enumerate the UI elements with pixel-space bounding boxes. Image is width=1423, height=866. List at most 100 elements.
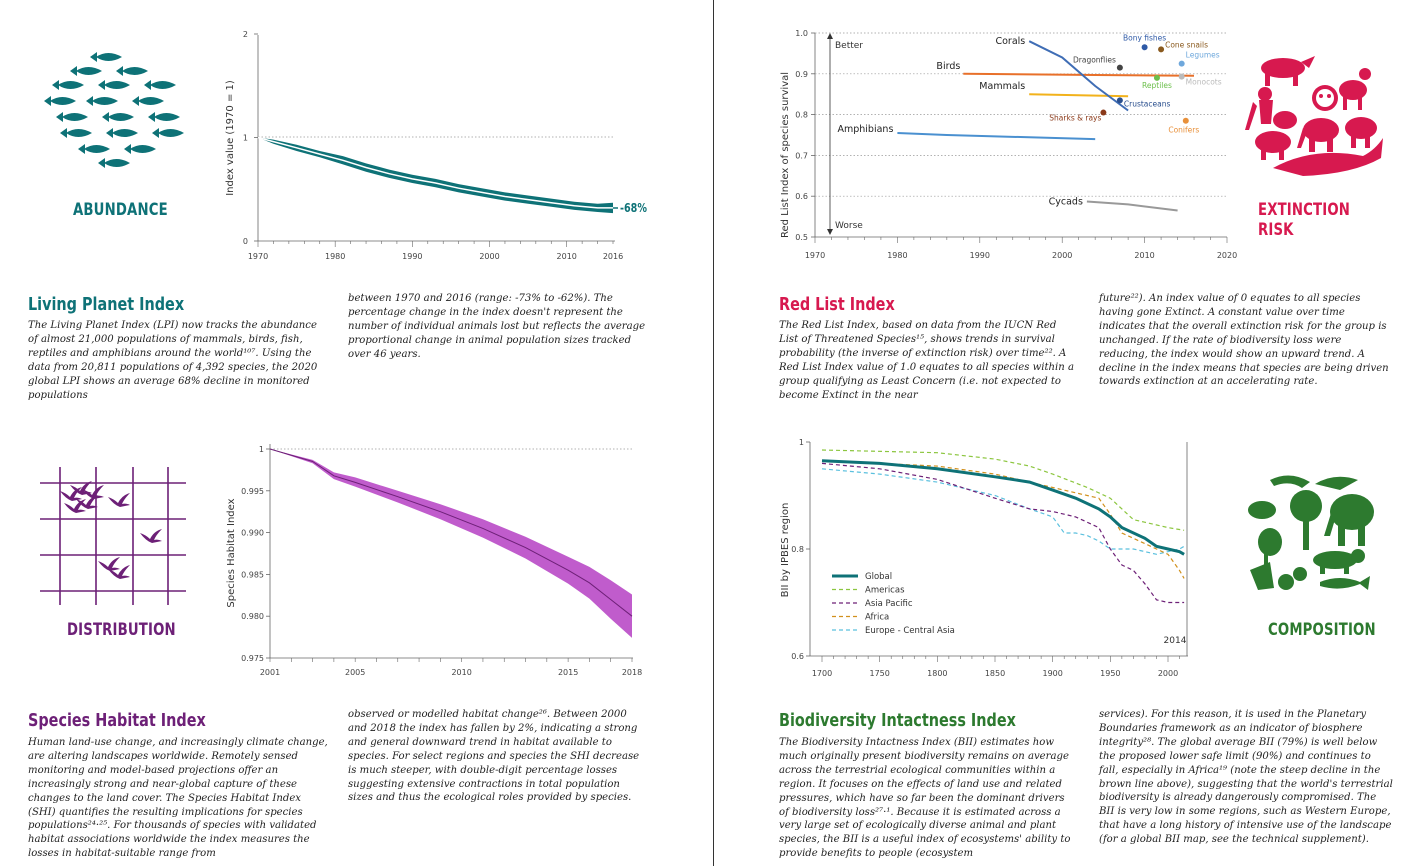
fish-shape — [144, 80, 176, 90]
rli-chart: 1.0 0.9 0.8 0.7 0.6 0.5 1970 1980 1990 2000 2010 20… — [780, 29, 1237, 260]
endangered-animals-icon — [1245, 56, 1383, 176]
fish-shape — [52, 80, 84, 90]
bii-chart: 1 0.8 0.6 1700 1750 1800 1850 1900 1950 2000 BII … — [780, 438, 1188, 678]
bii-series-line — [821, 460, 1185, 579]
rli-ytick-label: 0.9 — [795, 70, 808, 79]
rli-series-line — [963, 72, 1195, 77]
lpi-annotation: -68% — [620, 201, 647, 215]
lpi-confidence-band — [258, 137, 613, 214]
rli-point-marker — [1116, 64, 1123, 71]
bii-legend-label: Americas — [865, 586, 905, 596]
lpi-xtick-label: 1980 — [325, 252, 345, 261]
fish-shape — [152, 128, 184, 138]
lpi-xtick-label: 2016 — [603, 252, 623, 261]
extinction-risk-label: EXTINCTION RISK — [1258, 200, 1351, 240]
rli-text-col2: future²²). An index value of 0 equates t… — [1099, 293, 1389, 388]
rli-point-label: Dragonflies — [1073, 56, 1116, 65]
rli-point-label: Reptiles — [1142, 81, 1172, 90]
shi-xtick-label: 2001 — [260, 668, 280, 677]
fish-shape — [98, 80, 130, 90]
shi-chart: 1 0.995 0.990 0.985 0.980 0.975 2001 2005 2010 20… — [226, 444, 642, 677]
shi-xtick-label: 2018 — [622, 668, 642, 677]
lpi-xtick-label: 1990 — [402, 252, 422, 261]
bii-ytick-label: 1 — [799, 438, 804, 447]
rli-point-marker — [1100, 109, 1107, 116]
rli-xtick-label: 1970 — [805, 251, 825, 260]
bird-shape — [108, 493, 130, 507]
bird-shape — [60, 487, 82, 501]
fish-shape — [98, 158, 130, 168]
bii-end-label: 2014 — [1164, 636, 1187, 646]
distribution-label: DISTRIBUTION — [67, 620, 176, 640]
shi-text-col2: observed or modelled habitat change²⁶. B… — [348, 709, 640, 804]
rli-xtick-label: 2010 — [1134, 251, 1154, 260]
fish-shape — [148, 112, 180, 122]
bii-legend-label: Asia Pacific — [865, 599, 913, 609]
shi-ytick-label: 0.995 — [241, 487, 264, 496]
bii-xtick-label: 1700 — [812, 669, 832, 678]
bii-xtick-label: 1850 — [985, 669, 1005, 678]
rli-xtick-label: 2020 — [1217, 251, 1237, 260]
page-divider — [713, 0, 714, 866]
rli-ytick-label: 0.7 — [795, 151, 808, 160]
rli-series-line — [1029, 93, 1129, 98]
shi-index-line — [269, 448, 633, 617]
fish-shape — [132, 96, 164, 106]
fish-shape — [60, 128, 92, 138]
fish-shape — [124, 144, 156, 154]
lpi-ytick-label: 2 — [243, 30, 248, 39]
rli-point-label: Legumes — [1186, 51, 1220, 60]
shi-title: Species Habitat Index — [28, 710, 206, 731]
rli-point-label: Monocots — [1186, 78, 1222, 87]
bii-ytick-label: 0.6 — [791, 652, 804, 661]
rli-point-label: Sharks & rays — [1049, 114, 1101, 123]
bii-xtick-label: 1950 — [1100, 669, 1120, 678]
rli-xtick-label: 1990 — [970, 251, 990, 260]
lpi-xtick-label: 1970 — [248, 252, 268, 261]
fish-shape — [102, 112, 134, 122]
rli-series-line — [1086, 200, 1178, 212]
bird-shape — [82, 485, 104, 499]
fish-shape — [44, 96, 76, 106]
bii-legend-label: Europe - Central Asia — [865, 626, 955, 636]
fish-shape — [116, 66, 148, 76]
rli-ytick-label: 1.0 — [795, 29, 808, 38]
distribution-grid-icon — [40, 467, 186, 605]
rli-ytick-label: 0.6 — [795, 192, 808, 201]
bird-shape — [140, 529, 162, 543]
shi-ytick-label: 0.975 — [241, 654, 264, 663]
lpi-chart: 0 1 2 1970 1980 1990 2000 2010 2016 Index value … — [225, 30, 647, 261]
rli-worse-label: Worse — [835, 221, 863, 231]
shi-xtick-label: 2010 — [451, 668, 471, 677]
bii-legend-label: Africa — [865, 613, 889, 623]
rli-point-marker — [1178, 73, 1185, 80]
fish-school-icon — [44, 52, 184, 168]
fish-shape — [86, 96, 118, 106]
bii-series-line — [821, 449, 1185, 531]
rli-series-label: Amphibians — [837, 124, 893, 135]
bii-text-col1: The Biodiversity Intactness Index (BII) … — [779, 737, 1071, 860]
rli-text-col1: The Red List Index, based on data from t… — [779, 320, 1074, 401]
rli-series-label: Mammals — [979, 81, 1025, 92]
bird-shape — [70, 481, 92, 495]
bii-series-line — [821, 468, 1185, 555]
fish-shape — [106, 128, 138, 138]
shi-ytick-label: 0.980 — [241, 612, 264, 621]
rli-title: Red List Index — [779, 294, 895, 315]
bii-xtick-label: 1900 — [1042, 669, 1062, 678]
rli-point-label: Conifers — [1168, 126, 1199, 135]
bii-xtick-label: 1750 — [869, 669, 889, 678]
rli-point-marker — [1178, 60, 1185, 67]
rli-xtick-label: 1980 — [887, 251, 907, 260]
bii-title: Biodiversity Intactness Index — [779, 710, 1016, 731]
bii-xtick-label: 2000 — [1158, 669, 1178, 678]
abundance-label: ABUNDANCE — [73, 200, 168, 220]
shi-xtick-label: 2005 — [345, 668, 365, 677]
bird-shape — [98, 557, 120, 571]
rli-point-marker — [1158, 46, 1165, 53]
bii-text-col2: services). For this reason, it is used i… — [1099, 709, 1393, 846]
bii-series-line — [821, 459, 1185, 556]
rli-point-marker — [1153, 74, 1160, 81]
rli-series-line — [1028, 40, 1129, 112]
shi-ytick-label: 1 — [259, 445, 264, 454]
